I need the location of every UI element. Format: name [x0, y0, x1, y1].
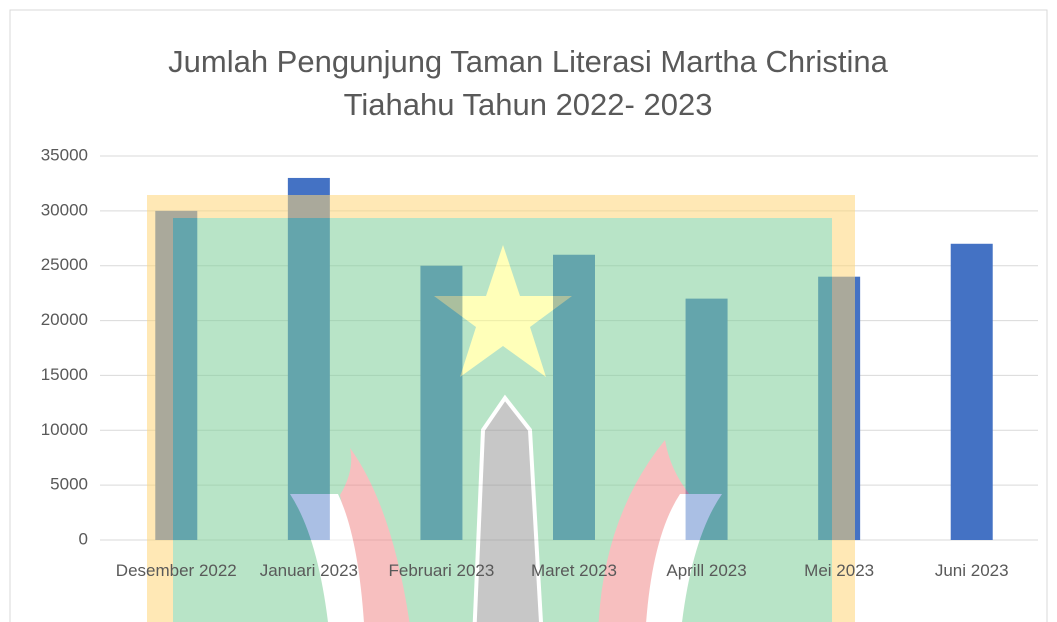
x-tick-label: Januari 2023	[247, 560, 371, 582]
x-tick-label: Februari 2023	[379, 560, 503, 582]
x-tick-label: Desember 2022	[114, 560, 238, 582]
y-tick-label: 15000	[41, 365, 88, 384]
y-tick-label: 10000	[41, 420, 88, 439]
watermark-pillar	[474, 398, 542, 622]
bar	[951, 244, 993, 540]
y-tick-label: 35000	[41, 145, 88, 164]
watermark	[147, 195, 855, 622]
y-tick-label: 20000	[41, 310, 88, 329]
y-tick-label: 5000	[50, 475, 88, 494]
x-tick-label: Juni 2023	[910, 560, 1034, 582]
x-tick-label: Maret 2023	[512, 560, 636, 582]
x-tick-label: Aprill 2023	[645, 560, 769, 582]
chart-title: Jumlah Pengunjung Taman Literasi Martha …	[118, 40, 938, 126]
y-tick-label: 30000	[41, 200, 88, 219]
page: 0 5000 10000 15000 20000 25000 30000 35000 Juml…	[0, 0, 1057, 622]
y-tick-label: 0	[79, 529, 88, 548]
x-tick-label: Mei 2023	[777, 560, 901, 582]
y-tick-label: 25000	[41, 255, 88, 274]
